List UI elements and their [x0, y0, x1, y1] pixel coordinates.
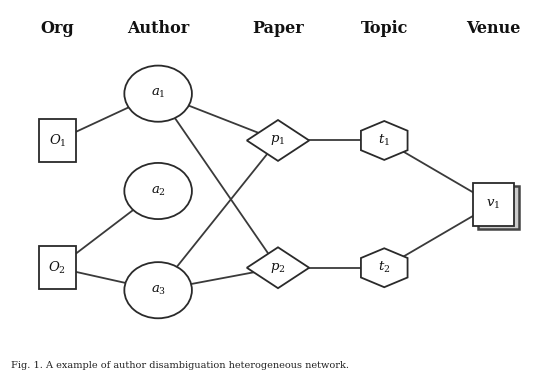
- Text: $O_1$: $O_1$: [48, 133, 66, 149]
- Polygon shape: [361, 248, 408, 287]
- Text: $p_2$: $p_2$: [270, 261, 286, 275]
- FancyBboxPatch shape: [478, 186, 519, 229]
- Ellipse shape: [125, 66, 192, 122]
- Text: Org: Org: [41, 19, 74, 37]
- Text: $a_1$: $a_1$: [151, 87, 165, 100]
- Text: Fig. 1. A example of author disambiguation heterogeneous network.: Fig. 1. A example of author disambiguati…: [11, 361, 349, 370]
- FancyBboxPatch shape: [473, 183, 514, 226]
- Polygon shape: [361, 121, 408, 160]
- Text: $O_2$: $O_2$: [48, 260, 66, 276]
- Text: $p_1$: $p_1$: [270, 133, 286, 147]
- FancyBboxPatch shape: [39, 246, 76, 289]
- Ellipse shape: [125, 163, 192, 219]
- Text: Paper: Paper: [252, 19, 304, 37]
- Ellipse shape: [125, 262, 192, 318]
- Polygon shape: [247, 120, 309, 161]
- Text: Author: Author: [127, 19, 189, 37]
- Text: $a_2$: $a_2$: [151, 185, 166, 197]
- Polygon shape: [247, 247, 309, 288]
- Text: $v_1$: $v_1$: [486, 197, 500, 210]
- Text: Topic: Topic: [360, 19, 408, 37]
- Text: Venue: Venue: [466, 19, 520, 37]
- FancyBboxPatch shape: [39, 119, 76, 162]
- Text: $t_2$: $t_2$: [378, 260, 390, 275]
- Text: $t_1$: $t_1$: [378, 133, 390, 148]
- Text: $a_3$: $a_3$: [151, 284, 166, 297]
